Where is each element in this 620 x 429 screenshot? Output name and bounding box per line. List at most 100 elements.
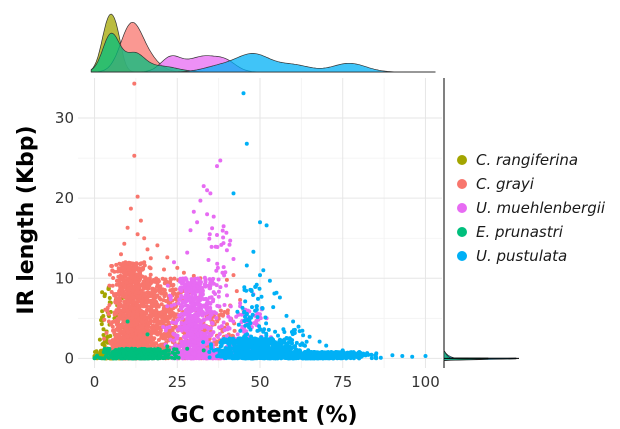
data-point — [328, 353, 333, 358]
data-point — [110, 344, 115, 349]
data-point — [243, 349, 248, 354]
data-point — [153, 310, 158, 315]
data-point — [189, 332, 194, 337]
data-point — [128, 352, 133, 357]
data-point — [139, 301, 144, 306]
data-point — [227, 242, 232, 247]
data-point — [109, 290, 114, 294]
data-point — [148, 256, 153, 261]
data-point — [205, 316, 210, 321]
data-point — [294, 340, 299, 345]
data-point — [196, 337, 201, 342]
data-point — [135, 232, 140, 237]
data-point — [185, 326, 190, 330]
data-point — [231, 336, 235, 341]
data-point — [215, 303, 220, 308]
data-point — [185, 250, 190, 255]
data-point — [224, 283, 229, 288]
data-point — [186, 352, 191, 357]
data-point — [196, 356, 201, 361]
data-point — [216, 353, 221, 358]
data-point — [253, 338, 258, 343]
data-point — [176, 317, 181, 322]
data-point — [238, 301, 243, 306]
data-point — [132, 341, 137, 346]
data-point — [146, 293, 151, 298]
data-point — [116, 298, 121, 303]
data-point — [107, 296, 112, 300]
data-point — [204, 311, 209, 316]
data-point — [125, 225, 130, 230]
data-point — [133, 280, 138, 285]
data-point — [193, 324, 198, 329]
data-point — [140, 324, 145, 329]
data-point — [128, 279, 133, 284]
data-point — [369, 352, 374, 357]
data-point — [160, 315, 164, 320]
data-point — [104, 330, 109, 335]
data-point — [234, 314, 239, 319]
data-point — [137, 298, 141, 303]
data-point — [225, 355, 230, 359]
data-point — [155, 320, 160, 325]
data-point — [276, 355, 281, 360]
data-point — [119, 252, 123, 257]
data-point — [164, 314, 169, 319]
data-point — [102, 294, 107, 299]
data-point — [151, 354, 156, 359]
data-point — [121, 261, 126, 266]
data-point — [204, 296, 208, 301]
data-point — [140, 320, 145, 324]
data-point — [234, 289, 239, 294]
data-point — [235, 332, 240, 337]
data-point — [189, 343, 194, 348]
data-point — [218, 308, 223, 313]
data-point — [238, 297, 243, 302]
data-point — [280, 341, 285, 346]
data-point — [169, 355, 174, 360]
data-point — [223, 350, 228, 355]
data-point — [114, 262, 119, 267]
data-point — [139, 310, 144, 315]
data-point — [136, 317, 141, 322]
data-point — [164, 332, 169, 337]
data-point — [101, 327, 106, 332]
data-point — [177, 324, 182, 329]
data-point — [189, 329, 193, 334]
data-point — [112, 331, 117, 335]
data-point — [231, 319, 236, 324]
data-point — [332, 354, 337, 359]
data-point — [144, 353, 148, 358]
data-point — [170, 350, 175, 355]
data-point — [132, 306, 137, 311]
data-point — [158, 311, 163, 316]
data-point — [209, 309, 213, 314]
data-point — [180, 281, 184, 286]
data-point — [231, 257, 236, 261]
data-point — [100, 290, 105, 295]
data-point — [186, 286, 191, 291]
data-point — [137, 295, 142, 300]
data-point — [154, 304, 159, 309]
data-point — [176, 355, 181, 360]
data-point — [225, 311, 230, 316]
data-point — [172, 302, 177, 307]
data-point — [203, 332, 208, 337]
data-point — [144, 326, 149, 330]
data-point — [214, 311, 218, 316]
data-point — [177, 287, 182, 291]
data-point — [157, 347, 162, 352]
data-point — [186, 310, 191, 315]
data-point — [119, 316, 124, 321]
data-point — [113, 300, 118, 304]
data-point — [258, 350, 263, 355]
data-point — [202, 323, 207, 328]
data-point — [128, 206, 133, 211]
data-point — [124, 295, 129, 300]
data-point — [222, 273, 227, 278]
data-point — [187, 306, 191, 311]
data-point — [159, 335, 164, 340]
data-point — [222, 328, 227, 333]
data-point — [208, 286, 213, 291]
data-point — [151, 326, 156, 331]
